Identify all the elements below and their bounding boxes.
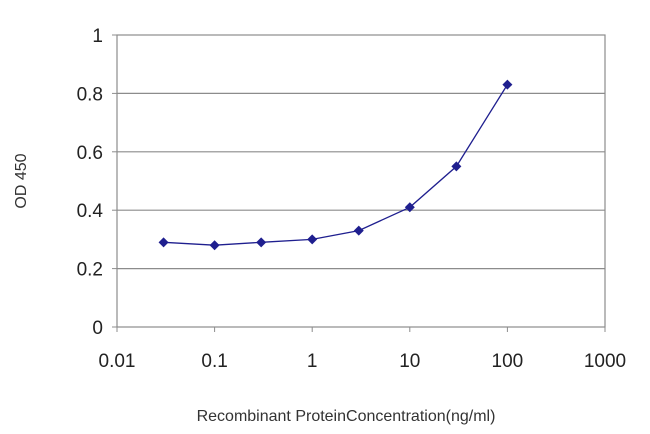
- data-point: [209, 240, 220, 251]
- data-point: [256, 237, 267, 248]
- x-axis-title: Recombinant ProteinConcentration(ng/ml): [197, 408, 496, 425]
- y-tick-label: 0.2: [77, 260, 103, 281]
- x-tick-label: 1000: [584, 351, 626, 372]
- y-tick-label: 0.4: [77, 201, 104, 222]
- x-tick-label: 1: [307, 351, 318, 372]
- y-axis-ticks: 0 0.2 0.4 0.6 0.8 1: [77, 26, 117, 339]
- data-series: [158, 79, 513, 251]
- data-point: [158, 237, 169, 248]
- x-tick-label: 10: [399, 351, 420, 372]
- x-tick-label: 0.01: [99, 351, 136, 372]
- y-axis-title: OD 450: [13, 153, 30, 208]
- x-tick-label: 100: [492, 351, 524, 372]
- data-point: [307, 234, 318, 245]
- x-tick-label: 0.1: [201, 351, 227, 372]
- y-tick-label: 0.8: [77, 84, 103, 105]
- gridlines: [117, 92, 605, 270]
- series-line: [163, 84, 508, 246]
- data-point: [404, 202, 415, 213]
- y-tick-label: 0: [92, 318, 103, 339]
- data-point: [502, 79, 513, 90]
- y-tick-label: 0.6: [77, 143, 103, 164]
- data-point: [451, 161, 462, 172]
- plot-area: [116, 34, 606, 328]
- data-point: [353, 225, 364, 236]
- y-tick-label: 1: [92, 26, 103, 47]
- x-axis-ticks: 0.01 0.1 1 10 100 1000: [99, 327, 626, 372]
